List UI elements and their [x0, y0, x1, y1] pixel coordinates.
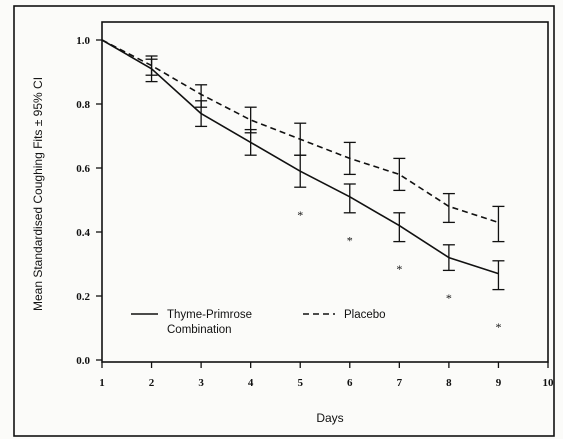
- significance-star-7: *: [396, 262, 402, 276]
- legend-label-thyme-primrose: Thyme-Primrose Combination: [167, 309, 255, 336]
- y-tick-label-0.0: 0.0: [76, 355, 90, 367]
- significance-star-5: *: [297, 208, 303, 222]
- legend: Thyme-Primrose Combination Placebo: [131, 309, 386, 336]
- x-tick-label-2: 2: [149, 377, 155, 389]
- y-tick-label-1.0: 1.0: [76, 35, 90, 47]
- y-tick-label-0.4: 0.4: [76, 227, 90, 239]
- x-tick-label-10: 10: [543, 377, 555, 389]
- x-axis-title: Days: [316, 411, 343, 425]
- legend-label-placebo: Placebo: [344, 309, 386, 321]
- x-tick-label-8: 8: [446, 377, 452, 389]
- legend-label-line-1: Thyme-Primrose: [167, 309, 252, 321]
- y-tick-label-0.6: 0.6: [76, 163, 90, 175]
- y-axis-title: Mean Standardised Coughing Fits ± 95% CI: [31, 77, 45, 311]
- significance-star-8: *: [446, 291, 452, 305]
- significance-layer: * * * * *: [297, 208, 501, 334]
- significance-star-9: *: [495, 320, 501, 334]
- plot-frame: [101, 21, 549, 363]
- y-tick-label-0.2: 0.2: [76, 291, 90, 303]
- x-tick-label-7: 7: [397, 377, 403, 389]
- series-layer: [101, 39, 505, 291]
- y-tick-label-0.8: 0.8: [76, 99, 90, 111]
- x-tick-label-6: 6: [347, 377, 353, 389]
- legend-label-line-2: Combination: [167, 324, 232, 336]
- x-tick-label-9: 9: [496, 377, 502, 389]
- outer-frame: [13, 5, 555, 437]
- x-tick-label-5: 5: [297, 377, 303, 389]
- x-tick-label-1: 1: [99, 377, 105, 389]
- x-tick-label-4: 4: [248, 377, 254, 389]
- x-tick-label-3: 3: [198, 377, 204, 389]
- significance-star-6: *: [347, 233, 353, 247]
- ticks-layer: 1 2 3 4 5 6 7 8 9 10 0.0 0.2 0.4 0.6 0.8 1.0: [76, 35, 554, 389]
